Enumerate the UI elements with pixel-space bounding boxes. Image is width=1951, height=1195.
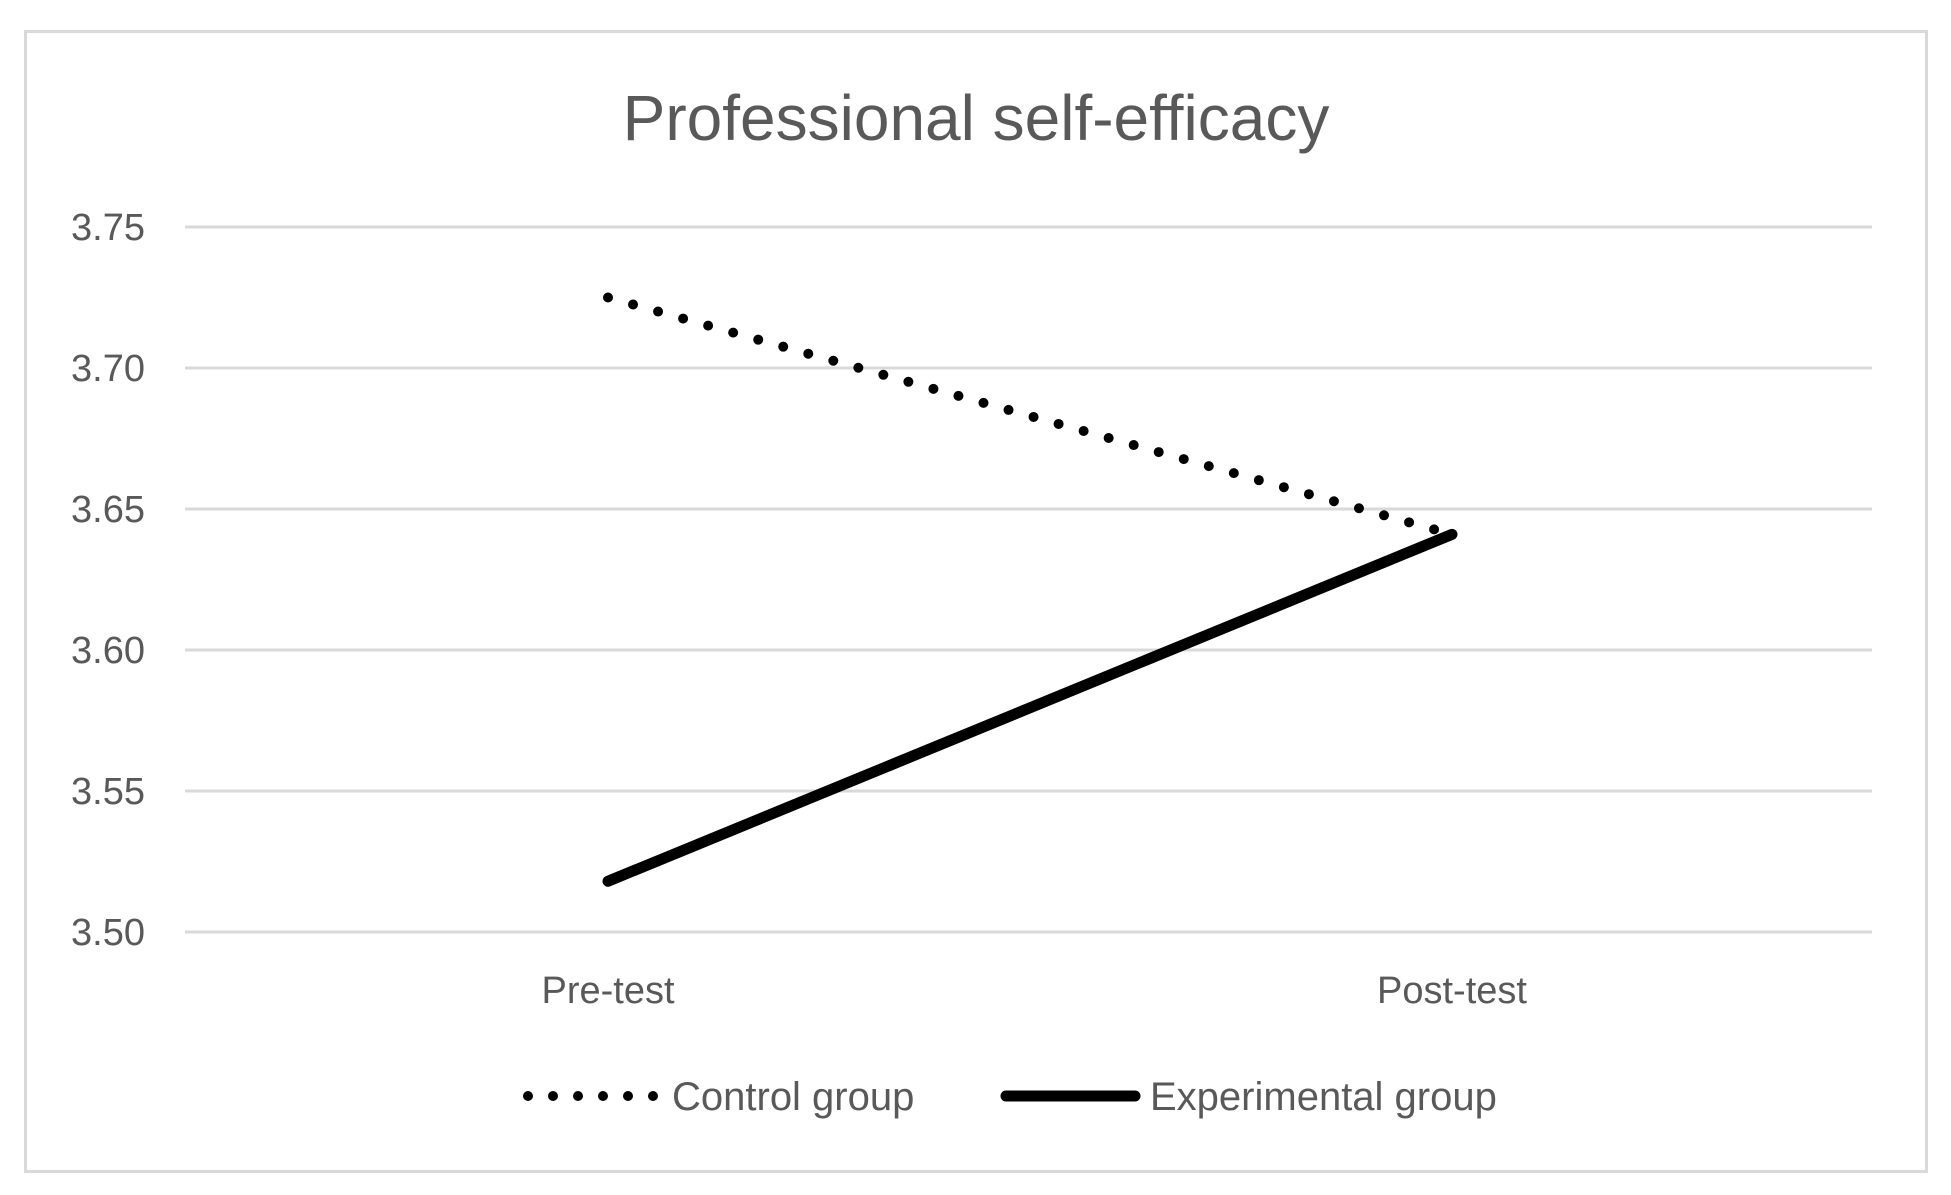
legend-label: Experimental group bbox=[1150, 1075, 1497, 1119]
y-tick-label: 3.70 bbox=[71, 348, 145, 390]
x-tick-label: Pre-test bbox=[541, 970, 674, 1012]
gridlines bbox=[185, 225, 1872, 934]
experimental-group-line bbox=[602, 528, 1458, 887]
chart-title: Professional self-efficacy bbox=[623, 82, 1330, 154]
control-group-line bbox=[603, 292, 1457, 540]
x-axis-ticks: Pre-test Post-test bbox=[541, 970, 1527, 1012]
chart-frame bbox=[24, 30, 1928, 1173]
legend-item: Experimental group bbox=[1000, 1075, 1497, 1119]
series-layer bbox=[602, 292, 1458, 887]
legend: Control group Experimental group bbox=[523, 1075, 1497, 1119]
y-tick-label: 3.50 bbox=[71, 912, 145, 954]
legend-item: Control group bbox=[523, 1075, 914, 1119]
y-axis-ticks: 3.50 3.55 3.60 3.65 3.70 3.75 bbox=[71, 207, 145, 954]
x-tick-label: Post-test bbox=[1377, 970, 1527, 1012]
legend-label: Control group bbox=[672, 1075, 914, 1119]
y-tick-label: 3.75 bbox=[71, 207, 145, 249]
y-tick-label: 3.55 bbox=[71, 771, 145, 813]
y-tick-label: 3.65 bbox=[71, 489, 145, 531]
y-tick-label: 3.60 bbox=[71, 630, 145, 672]
